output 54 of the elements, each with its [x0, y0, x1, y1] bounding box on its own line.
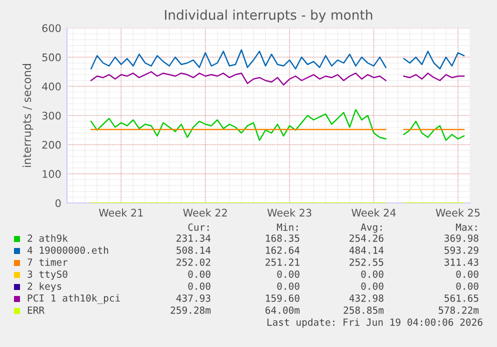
y-tick-label: 500 — [42, 53, 61, 62]
text: 432.98 — [349, 294, 384, 302]
text: 231.34 — [176, 234, 211, 242]
x-tick-label: Week 23 — [267, 208, 312, 217]
text: 0.00 — [456, 270, 478, 278]
x-tick-label: Week 24 — [352, 208, 396, 217]
y-tick-label: 100 — [42, 170, 61, 178]
text: 0.00 — [456, 282, 478, 290]
legend-label: 2 ath9k — [28, 234, 68, 242]
text: 252.55 — [350, 258, 384, 266]
text: 369.98 — [444, 234, 478, 242]
y-tick-label: 400 — [42, 82, 61, 90]
text: 0.00 — [361, 270, 384, 278]
x-tick-label: Week 22 — [183, 208, 227, 217]
text: 437.93 — [176, 294, 210, 302]
text: 162.64 — [266, 246, 300, 254]
text: 259.28m — [170, 306, 211, 314]
text: 251.21 — [266, 258, 300, 266]
y-tick-label: 0 — [56, 199, 61, 208]
text: Cur: — [188, 223, 209, 231]
x-tick-label: Week 21 — [98, 208, 143, 217]
text: 593.29 — [444, 246, 478, 254]
y-axis-title: interrupts / second — [22, 64, 34, 167]
text: Min: — [276, 223, 298, 231]
legend-label: 4 19000000.eth — [27, 246, 108, 254]
text: 0.00 — [277, 282, 300, 290]
text: Avg: — [360, 224, 382, 233]
legend-label: PCI 1 ath10k_pci — [28, 294, 120, 304]
text: 254.26 — [350, 234, 384, 242]
text: Max: — [456, 224, 477, 231]
text: 0.00 — [188, 270, 210, 278]
y-tick-label: 200 — [42, 140, 61, 149]
text: 159.60 — [266, 294, 300, 302]
text: 258.85m — [344, 306, 384, 314]
legend-label: ERR — [28, 306, 45, 314]
text: 64.00m — [266, 306, 300, 314]
text: 0.00 — [188, 282, 210, 290]
x-tick-label: Week 25 — [436, 208, 480, 217]
text: 561.65 — [444, 294, 478, 302]
legend-label: 3 ttyS0 — [28, 270, 68, 280]
text: Last update: Fri Jun 19 04:00:06 2026 — [267, 318, 482, 328]
y-tick-label: 600 — [42, 24, 61, 32]
legend-label: 2 keys — [28, 282, 62, 292]
text: 168.35 — [266, 234, 300, 242]
text: 311.43 — [444, 258, 478, 266]
legend-label: 7 timer — [28, 258, 68, 266]
chart-title: Individual interrupts - by month — [165, 10, 372, 22]
text: 484.14 — [349, 246, 384, 254]
text: 0.00 — [277, 270, 300, 278]
text: 252.02 — [176, 258, 210, 266]
text: 508.14 — [176, 246, 211, 254]
text: 578.22m — [438, 306, 479, 314]
text: 0.00 — [361, 282, 384, 290]
y-tick-label: 300 — [42, 112, 61, 120]
